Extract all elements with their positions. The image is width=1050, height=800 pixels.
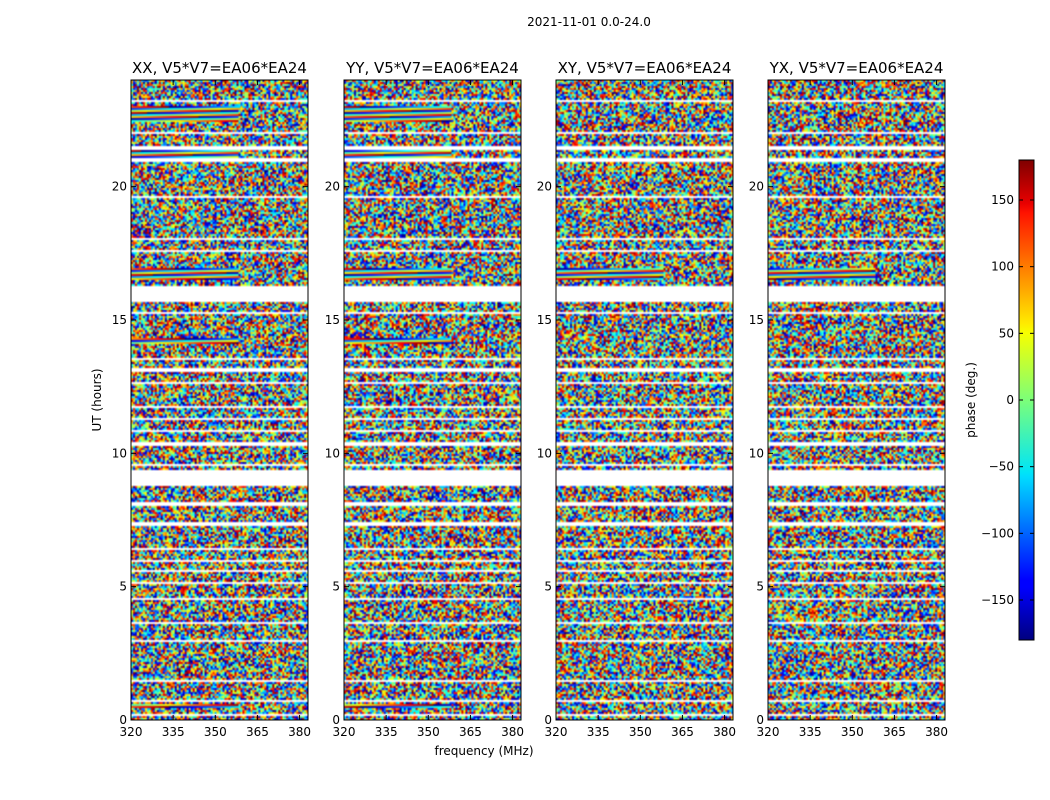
- y-tick-label: 10: [112, 446, 127, 460]
- colorbar-ticks: −150 −100 −50 0 50 100 150: [981, 193, 1034, 607]
- y-tick-label: 20: [112, 180, 127, 194]
- x-tick-label: 380: [713, 725, 736, 739]
- x-tick-label: 335: [799, 725, 822, 739]
- phase-heatmap: [556, 80, 733, 720]
- colorbar-tick-label: −50: [989, 460, 1014, 474]
- y-axis-label: UT (hours): [90, 368, 104, 431]
- x-tick-label: 335: [587, 725, 610, 739]
- x-tick-label: 320: [120, 725, 143, 739]
- y-tick-label: 10: [325, 446, 340, 460]
- suptitle: 2021-11-01 0.0-24.0: [527, 15, 651, 29]
- y-tick-label: 5: [544, 580, 552, 594]
- y-tick-label: 15: [749, 313, 764, 327]
- phase-heatmap: [131, 80, 308, 720]
- colorbar-tick-label: −150: [981, 593, 1014, 607]
- x-tick-label: 320: [757, 725, 780, 739]
- panel-frame: [343, 79, 522, 721]
- x-tick-label: 350: [841, 725, 864, 739]
- y-tick-label: 20: [749, 180, 764, 194]
- y-tick-label: 5: [756, 580, 764, 594]
- phase-heatmap: [344, 80, 521, 720]
- phase-heatmap: [768, 80, 945, 720]
- colorbar-tick-label: −100: [981, 526, 1014, 540]
- x-tick-label: 320: [333, 725, 356, 739]
- panel-title: YX, V5*V7=EA06*EA24: [769, 59, 944, 77]
- y-tick-label: 0: [119, 713, 127, 727]
- y-tick-label: 15: [112, 313, 127, 327]
- x-tick-label: 365: [883, 725, 906, 739]
- panel-title: YY, V5*V7=EA06*EA24: [345, 59, 519, 77]
- panels-group: XX, V5*V7=EA06*EA24 320 335 350 365 380 0 5 10 15…: [112, 59, 948, 739]
- panel-yy: YY, V5*V7=EA06*EA24 320 335 350 365 380 0 5 10 15…: [325, 59, 524, 739]
- panel-frame: [767, 79, 946, 721]
- y-tick-label: 5: [119, 580, 127, 594]
- y-tick-label: 0: [756, 713, 764, 727]
- colorbar-label: phase (deg.): [964, 362, 978, 438]
- x-tick-label: 380: [501, 725, 524, 739]
- x-tick-label: 350: [417, 725, 440, 739]
- colorbar-tick-label: 100: [991, 260, 1014, 274]
- colorbar: −150 −100 −50 0 50 100 150 phase (deg.): [964, 159, 1035, 641]
- x-tick-label: 365: [246, 725, 269, 739]
- x-tick-label: 335: [162, 725, 185, 739]
- colorbar-tick-label: 150: [991, 193, 1014, 207]
- panel-xy: XY, V5*V7=EA06*EA24 320 335 350 365 380 0 5 10 15…: [537, 59, 736, 739]
- panel-yx: YX, V5*V7=EA06*EA24 320 335 350 365 380 0 5 10 15…: [749, 59, 948, 739]
- colorbar-tick-label: 50: [999, 326, 1014, 340]
- panel-title: XX, V5*V7=EA06*EA24: [132, 59, 307, 77]
- x-tick-label: 365: [459, 725, 482, 739]
- y-tick-label: 5: [332, 580, 340, 594]
- panel-xx: XX, V5*V7=EA06*EA24 320 335 350 365 380 0 5 10 15…: [112, 59, 311, 739]
- panel-frame: [555, 79, 734, 721]
- x-tick-label: 350: [204, 725, 227, 739]
- panel-frame: [130, 79, 309, 721]
- y-tick-label: 15: [537, 313, 552, 327]
- y-tick-label: 0: [544, 713, 552, 727]
- x-tick-label: 350: [629, 725, 652, 739]
- x-tick-label: 335: [375, 725, 398, 739]
- x-tick-label: 380: [925, 725, 948, 739]
- y-tick-label: 15: [325, 313, 340, 327]
- colorbar-tick-label: 0: [1006, 393, 1014, 407]
- y-tick-label: 20: [325, 180, 340, 194]
- y-tick-label: 20: [537, 180, 552, 194]
- y-tick-label: 0: [332, 713, 340, 727]
- panel-title: XY, V5*V7=EA06*EA24: [558, 59, 732, 77]
- x-tick-label: 320: [545, 725, 568, 739]
- x-tick-label: 380: [288, 725, 311, 739]
- x-tick-label: 365: [671, 725, 694, 739]
- y-tick-label: 10: [749, 446, 764, 460]
- x-axis-label: frequency (MHz): [434, 744, 533, 758]
- y-tick-label: 10: [537, 446, 552, 460]
